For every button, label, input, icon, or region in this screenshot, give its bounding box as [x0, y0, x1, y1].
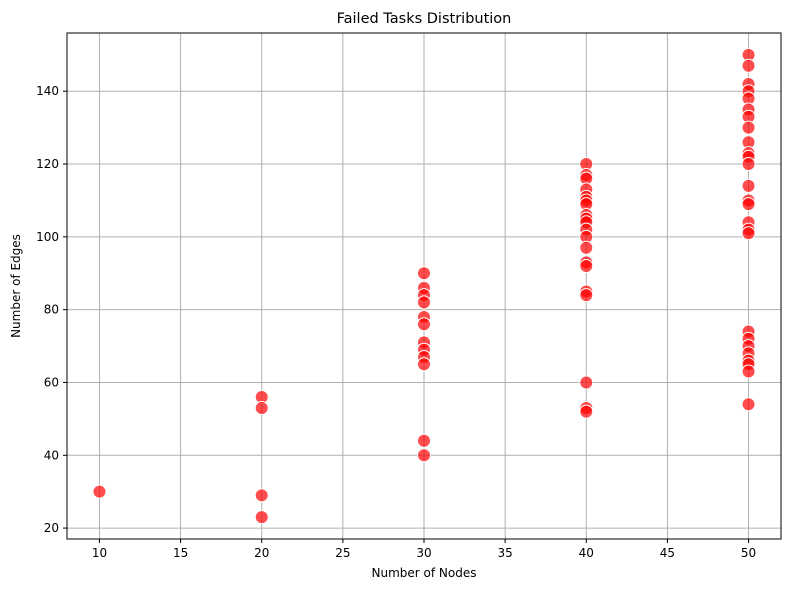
x-axis-title: Number of Nodes [372, 566, 477, 580]
x-tick-label: 45 [660, 546, 675, 560]
scatter-point [579, 375, 594, 390]
scatter-point [417, 317, 431, 332]
scatter-point [417, 448, 431, 463]
y-tick-label: 60 [44, 375, 59, 389]
y-tick-label: 120 [36, 157, 59, 171]
scatter-point [741, 197, 756, 212]
scatter-point [579, 404, 594, 419]
x-tick-label: 30 [416, 546, 431, 560]
x-tick-label: 15 [173, 546, 188, 560]
scatter-point [741, 120, 756, 135]
scatter-point [417, 295, 431, 310]
x-tick-label: 10 [92, 546, 107, 560]
scatter-point [417, 266, 431, 281]
scatter-point [741, 397, 756, 412]
scatter-point [579, 258, 594, 273]
x-tick-label: 25 [335, 546, 350, 560]
y-tick-label: 80 [44, 303, 59, 317]
y-axis-title: Number of Edges [9, 234, 23, 338]
scatter-point [741, 157, 756, 172]
x-tick-label: 35 [497, 546, 512, 560]
axis-ticks: 10 15 20 25 30 35 40 45 50 20 40 60 80 100 120 140 [36, 84, 756, 560]
chart-title: Failed Tasks Distribution [337, 11, 512, 27]
x-tick-label: 20 [254, 546, 269, 560]
scatter-point [254, 510, 269, 525]
x-tick-label: 40 [579, 546, 594, 560]
data-points [92, 47, 756, 525]
y-tick-label: 40 [44, 448, 59, 462]
scatter-point [417, 357, 431, 372]
scatter-point [741, 178, 756, 193]
y-tick-label: 100 [36, 230, 59, 244]
x-tick-label: 50 [741, 546, 756, 560]
scatter-point [741, 364, 756, 379]
scatter-point [741, 226, 756, 241]
scatter-point [417, 433, 431, 448]
scatter-point [741, 58, 756, 73]
scatter-point [579, 288, 594, 303]
scatter-point [254, 400, 269, 415]
y-tick-label: 20 [44, 521, 59, 535]
scatter-point [254, 488, 269, 503]
scatter-point [92, 484, 107, 499]
y-tick-label: 140 [36, 84, 59, 98]
scatter-point [579, 240, 594, 255]
